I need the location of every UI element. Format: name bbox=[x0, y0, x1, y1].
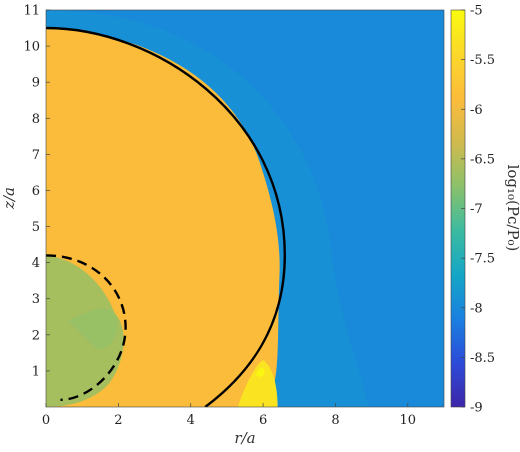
y-tick-label: 10 bbox=[23, 40, 40, 55]
y-tick-label: 6 bbox=[32, 184, 40, 199]
y-tick-label: 11 bbox=[23, 4, 40, 19]
colorbar-tick-label: -5 bbox=[470, 4, 483, 19]
colorbar-tick-label: -9 bbox=[470, 401, 483, 416]
colorbar-label: log₁₀(Pᴄ/P₀) bbox=[504, 165, 520, 252]
y-tick-label: 5 bbox=[32, 220, 40, 235]
y-axis-ticks: 1 2 3 4 5 6 7 8 9 10 11 bbox=[23, 4, 50, 379]
colorbar-tick-label: -7 bbox=[470, 202, 483, 217]
x-tick-label: 2 bbox=[114, 413, 122, 428]
y-tick-label: 9 bbox=[32, 76, 40, 91]
colorbar-tick-label: -8 bbox=[470, 301, 483, 316]
y-tick-label: 3 bbox=[32, 292, 40, 307]
x-tick-label: 8 bbox=[331, 413, 339, 428]
x-tick-label: 0 bbox=[42, 413, 50, 428]
y-axis-label: z/a bbox=[0, 187, 18, 210]
solid-circle-boundary bbox=[46, 26, 287, 407]
colorbar-tick-label: -6.5 bbox=[470, 152, 495, 167]
shock-front-core bbox=[255, 367, 265, 377]
x-axis-label: r/a bbox=[234, 429, 255, 447]
colorbar-ticks: -5 -5.5 -6 -6.5 -7 -7.5 -8 -8.5 -9 bbox=[461, 4, 495, 416]
y-tick-label: 2 bbox=[32, 328, 40, 343]
y-tick-label: 7 bbox=[32, 148, 40, 163]
x-axis-ticks: 0 2 4 6 8 10 bbox=[42, 403, 416, 428]
x-tick-label: 6 bbox=[259, 413, 267, 428]
y-tick-label: 8 bbox=[32, 112, 40, 127]
pressure-regions bbox=[46, 10, 368, 407]
y-tick-label: 1 bbox=[32, 364, 40, 379]
colorbar-tick-label: -7.5 bbox=[470, 252, 495, 267]
colorbar-tick-label: -8.5 bbox=[470, 351, 495, 366]
plot-area bbox=[46, 10, 444, 407]
x-tick-label: 4 bbox=[187, 413, 195, 428]
plot-frame bbox=[45, 9, 445, 408]
y-tick-label: 4 bbox=[32, 256, 40, 271]
colorbar-tick-label: -5.5 bbox=[470, 53, 495, 68]
dashed-circle-boundary bbox=[46, 254, 127, 401]
colorbar-tick-label: -6 bbox=[470, 103, 483, 118]
inner-cavity-tongue bbox=[67, 308, 118, 350]
shock-front bbox=[237, 360, 278, 407]
colorbar: -5 -5.5 -6 -6.5 -7 -7.5 -8 -8.5 -9 log₁₀(Pᴄ/P₀) bbox=[450, 4, 520, 416]
x-tick-label: 10 bbox=[400, 413, 417, 428]
